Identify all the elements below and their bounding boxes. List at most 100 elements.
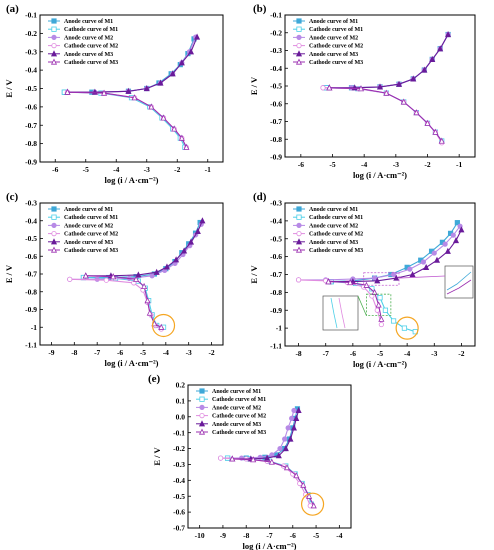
data-point [169,70,176,77]
data-point [369,286,375,292]
highlight-circle [395,316,419,340]
y-tick-label: -0.2 [173,444,185,453]
legend-marker [50,58,58,65]
data-point [390,271,397,278]
data-point [450,232,456,238]
legend-marker [199,412,205,419]
x-tick-label: -6 [298,160,304,169]
series-line [326,87,443,142]
legend-label: Anode curve of M1 [64,207,113,213]
y-tick-label: -0.2 [270,28,282,37]
highlight-circle [151,313,176,338]
legend-label: Cathode curve of M2 [64,232,118,238]
legend-marker [198,420,206,427]
y-tick-label: 0.0 [176,412,186,421]
y-tick-label: -0.8 [25,287,37,296]
legend-marker [295,246,303,253]
x-tick-label: -9 [220,531,226,540]
legend-label: Cathode curve of M3 [309,60,363,66]
legend-label: Cathode curve of M1 [309,27,363,33]
x-tick-label: -4 [336,531,342,540]
legend-label: Anode curve of M1 [309,19,358,25]
zoom-connector [357,295,367,316]
data-point [131,94,138,101]
data-point [125,87,132,94]
chart-panel: (b) -6 -5 -4 -3 -2 -1 -0.9 -0.8 -0.7 -0.6 -0.5 -0.4 -… [249,3,476,180]
legend-marker [295,50,303,57]
legend-marker [51,222,57,228]
y-tick-label: -0.5 [25,234,37,243]
legend-label: Cathode curve of M3 [64,60,118,66]
data-point [407,266,413,272]
legend-marker [51,34,57,41]
x-tick-label: -3 [186,348,192,357]
y-tick-label: -0.7 [270,270,282,279]
y-tick-label: -0.1 [173,428,185,437]
data-point [163,263,171,270]
data-point [149,273,155,279]
legend-label: Cathode curve of M2 [64,44,118,50]
data-point [101,89,108,96]
data-point [277,445,283,452]
y-tick-label: -0.8 [25,139,37,148]
chart-panel: (e) -10 -9 -8 -7 -6 -5 -4 -0.7 -0.6 -0.5 -0.4 -0.3 -0… [148,373,352,550]
data-point [454,220,460,226]
legend-label: Anode curve of M3 [64,52,113,58]
data-point [458,226,465,233]
data-point [382,307,389,313]
legend-marker [295,238,303,245]
x-tick-label: -1 [205,165,211,174]
x-tick-label: -8 [295,349,301,358]
data-point [143,85,150,92]
y-tick-label: -0.7 [25,121,37,130]
legend-marker [199,388,205,394]
legend-label: Anode curve of M2 [64,223,113,229]
chart-panel: (a) -6 -5 -4 -3 -2 -1 -0.9 -0.8 -0.7 -0.6 -0.5 -0.4 -… [4,3,224,185]
data-point [295,277,302,283]
y-tick-label: -1 [31,323,37,332]
data-point [393,274,400,281]
data-point [287,435,294,442]
data-point [452,237,460,244]
data-point [347,279,354,286]
chart-panel: (c) -9 -8 -7 -6 -5 -4 -3 -2 -1.1 -1 -0.9 -0.8 -0.7 -0.… [4,191,224,368]
data-point [371,288,378,295]
legend-marker [51,26,57,32]
y-tick-label: -0.7 [270,117,282,126]
x-tick-label: -4 [163,348,169,357]
legend-marker [296,42,302,49]
y-tick-label: -0.6 [173,508,185,517]
y-axis-title: E / V [249,76,259,95]
x-tick-label: -10 [195,531,205,540]
data-point [285,425,291,431]
legend-marker [51,214,57,220]
x-tick-label: -5 [83,165,89,174]
x-tick-label: -3 [144,165,150,174]
x-axis-title: log (i / A·cm⁻²) [353,359,407,369]
data-point [420,259,427,265]
plot-area [67,217,206,332]
series-line [67,91,187,148]
y-tick-label: -0.3 [173,460,185,469]
data-point [395,80,403,87]
data-point [377,295,383,301]
x-tick-label: -2 [174,165,180,174]
x-axis-title: log (i / A·cm⁻²) [353,170,407,180]
legend-marker [50,238,58,245]
x-tick-label: -4 [361,160,367,169]
y-tick-label: -0.9 [25,158,37,167]
data-point [306,492,313,499]
legend-marker [296,231,302,237]
data-point [148,103,155,110]
y-tick-label: -0.5 [173,492,185,501]
y-tick-label: -0.3 [25,199,37,208]
data-point [291,407,297,414]
legend-marker [198,428,206,435]
panel-label: (c) [6,191,19,203]
x-tick-label: -5 [377,349,383,358]
data-point [173,256,180,263]
legend-marker [51,18,57,24]
y-tick-label: -0.6 [270,99,282,108]
data-point [401,325,408,331]
plot-area [61,33,201,150]
